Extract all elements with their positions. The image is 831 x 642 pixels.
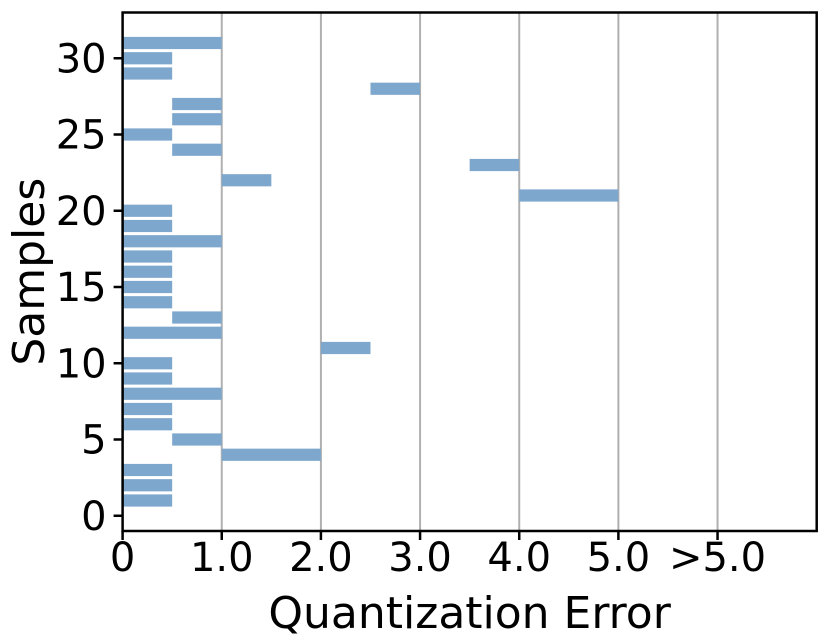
- bar-sample-30: [122, 52, 173, 65]
- x-axis-ticks: [121, 531, 719, 540]
- bar-sample-2: [122, 479, 173, 492]
- bar-sample-3: [122, 463, 173, 477]
- bar-sample-6: [122, 418, 173, 431]
- bar-sample-11: [320, 341, 371, 355]
- x-axis-label: Quantization Error: [268, 588, 671, 639]
- y-tick-label-20: 20: [56, 189, 107, 235]
- bars: [122, 36, 619, 507]
- bar-sample-7: [122, 402, 173, 416]
- bar-sample-9: [122, 372, 173, 385]
- y-tick-label-0: 0: [81, 494, 106, 540]
- bar-sample-22: [221, 174, 272, 187]
- bar-sample-19: [122, 219, 173, 233]
- bar-sample-1: [122, 494, 173, 507]
- x-tick-label->5.0: >5.0: [669, 535, 766, 581]
- x-tick-label-1.0: 1.0: [190, 535, 254, 581]
- bar-sample-14: [122, 296, 173, 309]
- bar-sample-31: [122, 36, 222, 50]
- y-axis-ticks: [113, 57, 123, 517]
- y-tick-label-25: 25: [56, 113, 107, 159]
- y-tick-label-10: 10: [56, 341, 107, 387]
- bar-sample-8: [122, 387, 222, 400]
- x-tick-label-4.0: 4.0: [487, 535, 551, 581]
- bar-sample-27: [172, 97, 222, 111]
- bar-sample-23: [469, 158, 520, 172]
- bar-sample-15: [122, 280, 173, 294]
- bar-sample-21: [519, 189, 619, 202]
- bar-sample-13: [172, 311, 222, 324]
- y-tick-label-15: 15: [56, 265, 107, 311]
- axes-spines: [121, 11, 818, 533]
- x-tick-label-3.0: 3.0: [388, 535, 452, 581]
- y-tick-label-5: 5: [81, 418, 106, 464]
- bar-sample-24: [172, 143, 222, 156]
- bar-sample-16: [122, 265, 173, 278]
- y-axis-label: Samples: [4, 178, 55, 366]
- bar-sample-20: [122, 204, 173, 217]
- bar-sample-18: [122, 235, 222, 248]
- bar-sample-4: [221, 448, 321, 461]
- bar-sample-5: [172, 433, 222, 446]
- y-axis-tick-labels: 0 5 10 15 20 25 30: [56, 36, 107, 540]
- plot-border: [121, 11, 818, 533]
- x-tick-label-2.0: 2.0: [289, 535, 353, 581]
- x-axis-tick-labels: 0 1.0 2.0 3.0 4.0 5.0 >5.0: [110, 535, 766, 581]
- bar-sample-17: [122, 250, 173, 263]
- bar-sample-29: [122, 67, 173, 80]
- y-tick-label-30: 30: [56, 36, 107, 82]
- bar-sample-26: [172, 113, 222, 126]
- bar-sample-12: [122, 326, 222, 339]
- bar-sample-25: [122, 128, 173, 141]
- bar-sample-10: [122, 357, 173, 370]
- x-tick-label-5.0: 5.0: [587, 535, 651, 581]
- plot-area: [122, 12, 817, 531]
- bar-sample-28: [370, 82, 421, 95]
- x-tick-label-0: 0: [110, 535, 135, 581]
